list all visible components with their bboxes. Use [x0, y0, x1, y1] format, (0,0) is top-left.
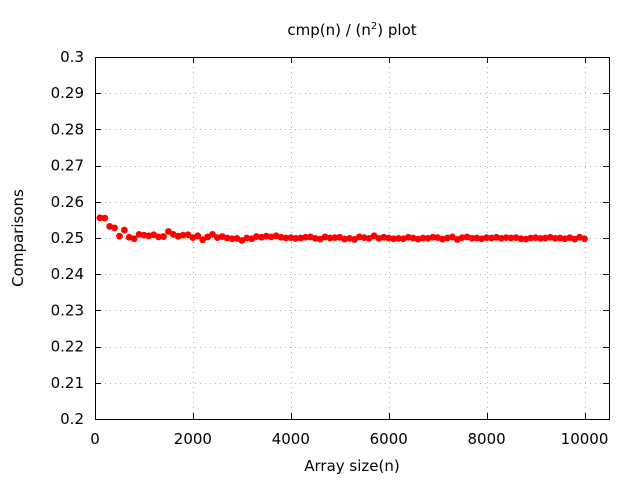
y-axis-title: Comparisons	[9, 189, 27, 287]
data-point	[331, 234, 339, 242]
data-point	[419, 234, 427, 242]
data-point	[111, 224, 118, 232]
data-point	[184, 231, 192, 239]
y-tick-label: 0.2	[60, 410, 84, 428]
data-point	[507, 234, 515, 242]
data-point	[120, 226, 128, 234]
y-tick-label: 0.24	[51, 265, 84, 283]
data-point	[468, 234, 476, 242]
x-tick-label: 4000	[272, 430, 310, 448]
chart-title-prefix: cmp(n) / (n	[287, 21, 371, 39]
y-tick-label: 0.23	[51, 301, 84, 319]
data-point	[502, 234, 510, 242]
data-point	[551, 234, 559, 242]
data-point	[537, 234, 544, 242]
data-point	[160, 233, 167, 240]
y-tick-label: 0.29	[51, 84, 84, 102]
y-tick-label: 0.27	[51, 157, 84, 175]
data-point	[302, 233, 309, 241]
y-tick-label: 0.25	[51, 229, 84, 247]
x-tick-label: 0	[90, 430, 100, 448]
chart-title-suffix: ) plot	[377, 21, 416, 39]
data-point	[326, 234, 334, 242]
axis-ticks	[95, 57, 609, 420]
x-tick-labels: 0 2000 4000 6000 8000 10000	[90, 430, 608, 448]
data-point	[130, 235, 138, 243]
data-point	[395, 234, 402, 242]
y-tick-label: 0.26	[51, 193, 84, 211]
data-point	[390, 235, 398, 243]
data-point	[429, 233, 437, 241]
x-tick-label: 8000	[468, 430, 506, 448]
y-tick-label: 0.22	[51, 338, 84, 356]
data-point	[209, 230, 216, 238]
data-point	[155, 233, 163, 241]
x-tick-label: 6000	[370, 430, 408, 448]
data-point	[165, 228, 172, 235]
data-point	[199, 236, 207, 244]
x-tick-label: 10000	[561, 430, 609, 448]
y-tick-label: 0.28	[51, 120, 84, 138]
data-point	[581, 235, 588, 243]
y-tick-label: 0.3	[60, 48, 84, 66]
data-point	[483, 234, 491, 242]
chart-title-superscript: 2	[371, 21, 377, 32]
data-points	[96, 214, 588, 244]
data-point	[517, 235, 525, 243]
y-tick-label: 0.21	[51, 374, 84, 392]
data-point	[282, 234, 290, 242]
data-point	[527, 234, 535, 242]
x-tick-label: 2000	[174, 430, 212, 448]
data-point	[101, 214, 109, 222]
data-point	[228, 235, 236, 243]
data-point	[179, 231, 187, 239]
data-point	[194, 232, 202, 240]
y-tick-labels: 0.2 0.21 0.22 0.23 0.24 0.25 0.26 0.27 0.28 0.29 0…	[51, 48, 84, 428]
data-point	[116, 232, 123, 240]
chart-title: cmp(n) / (n2) plot	[287, 21, 416, 39]
x-axis-title: Array size(n)	[304, 457, 399, 475]
data-point	[292, 234, 300, 242]
data-point	[96, 214, 104, 222]
